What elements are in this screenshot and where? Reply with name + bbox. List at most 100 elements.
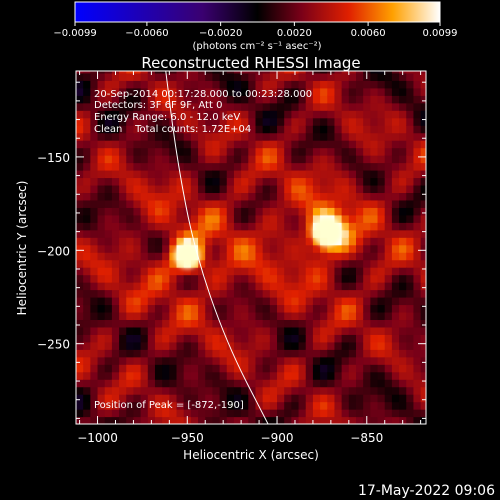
heatmap-cell xyxy=(334,334,343,343)
heatmap-cell xyxy=(384,102,393,111)
heatmap-cell xyxy=(341,132,350,141)
heatmap-cell xyxy=(133,326,142,335)
heatmap-cell xyxy=(269,364,278,373)
heatmap-cell xyxy=(76,125,84,134)
heatmap-cell xyxy=(413,214,422,223)
heatmap-cell xyxy=(277,341,285,350)
heatmap-cell xyxy=(140,222,149,231)
heatmap-cell xyxy=(320,356,328,365)
heatmap-cell xyxy=(212,102,221,111)
heatmap-cell xyxy=(198,199,206,208)
heatmap-cell xyxy=(133,140,142,149)
heatmap-cell xyxy=(97,117,106,126)
heatmap-cell xyxy=(176,319,185,328)
heatmap-cell xyxy=(212,132,221,141)
heatmap-cell xyxy=(348,401,357,410)
heatmap-cell xyxy=(205,416,214,424)
heatmap-cell xyxy=(233,147,242,156)
heatmap-cell xyxy=(140,341,149,350)
heatmap-cell xyxy=(212,311,221,321)
heatmap-cell xyxy=(334,207,343,216)
heatmap-cell xyxy=(212,296,221,306)
heatmap-cell xyxy=(262,95,271,104)
heatmap-cell xyxy=(348,311,357,321)
heatmap-cell xyxy=(348,169,357,179)
heatmap-cell xyxy=(269,341,278,350)
heatmap-cell xyxy=(83,147,91,156)
heatmap-cell xyxy=(198,95,206,104)
heatmap-cell xyxy=(190,379,199,388)
heatmap-cell xyxy=(284,379,292,388)
heatmap-cell xyxy=(406,237,415,246)
heatmap-cell xyxy=(284,117,292,126)
heatmap-cell xyxy=(169,214,178,223)
heatmap-cell xyxy=(233,282,242,291)
heatmap-cell xyxy=(76,311,84,321)
heatmap-cell xyxy=(147,72,156,81)
heatmap-cell xyxy=(269,349,278,358)
heatmap-cell xyxy=(176,102,185,111)
heatmap-cell xyxy=(377,401,386,410)
heatmap-cell xyxy=(205,364,214,373)
heatmap-cell xyxy=(154,207,163,216)
heatmap-cell xyxy=(126,364,135,373)
heatmap-cell xyxy=(334,259,343,268)
heatmap-cell xyxy=(205,282,214,291)
heatmap-cell xyxy=(377,296,386,306)
heatmap-cell xyxy=(291,140,300,149)
heatmap-cell xyxy=(420,72,426,81)
heatmap-cell xyxy=(334,117,343,126)
heatmap-cell xyxy=(183,409,192,418)
heatmap-cell xyxy=(298,326,307,335)
heatmap-cell xyxy=(147,259,156,268)
heatmap-cell xyxy=(384,71,393,74)
heatmap-cell xyxy=(399,259,407,268)
heatmap-cell xyxy=(363,117,371,126)
heatmap-cell xyxy=(391,319,400,328)
heatmap-cell xyxy=(284,364,292,373)
heatmap-cell xyxy=(183,289,192,298)
heatmap-cell xyxy=(269,199,278,208)
heatmap-cell xyxy=(413,177,422,186)
heatmap-cell xyxy=(119,117,127,126)
heatmap-cell xyxy=(377,334,386,343)
heatmap-cell xyxy=(334,199,343,208)
heatmap-cell xyxy=(255,334,264,343)
heatmap-cell xyxy=(341,192,350,201)
heatmap-cell xyxy=(169,282,178,291)
heatmap-cell xyxy=(262,147,271,156)
heatmap-cell xyxy=(406,289,415,298)
heatmap-cell xyxy=(413,95,422,104)
heatmap-cell xyxy=(305,184,314,194)
heatmap-cell xyxy=(334,304,343,313)
heatmap-cell xyxy=(198,259,206,268)
heatmap-cell xyxy=(126,379,135,388)
heatmap-cell xyxy=(341,252,350,261)
heatmap-cell xyxy=(176,125,185,134)
heatmap-cell xyxy=(399,409,407,418)
heatmap-cell xyxy=(420,177,426,186)
heatmap-cell xyxy=(90,311,99,321)
heatmap-cell xyxy=(291,341,300,350)
heatmap-cell xyxy=(384,155,393,164)
heatmap-cell xyxy=(327,409,336,418)
heatmap-cell xyxy=(327,296,336,306)
heatmap-cell xyxy=(391,364,400,373)
heatmap-cell xyxy=(277,252,285,261)
heatmap-cell xyxy=(233,110,242,119)
heatmap-cell xyxy=(90,334,99,343)
heatmap-cell xyxy=(83,364,91,373)
heatmap-cell xyxy=(183,162,192,171)
heatmap-cell xyxy=(83,371,91,380)
heatmap-cell xyxy=(284,252,292,261)
heatmap-cell xyxy=(154,162,163,171)
heatmap-cell xyxy=(104,72,113,81)
heatmap-cell xyxy=(327,102,336,111)
heatmap-cell xyxy=(255,214,264,223)
heatmap-cell xyxy=(162,162,170,171)
heatmap-cell xyxy=(262,259,271,268)
heatmap-cell xyxy=(391,132,400,141)
heatmap-cell xyxy=(413,356,422,365)
heatmap-cell xyxy=(420,192,426,201)
heatmap-cell xyxy=(356,401,364,410)
